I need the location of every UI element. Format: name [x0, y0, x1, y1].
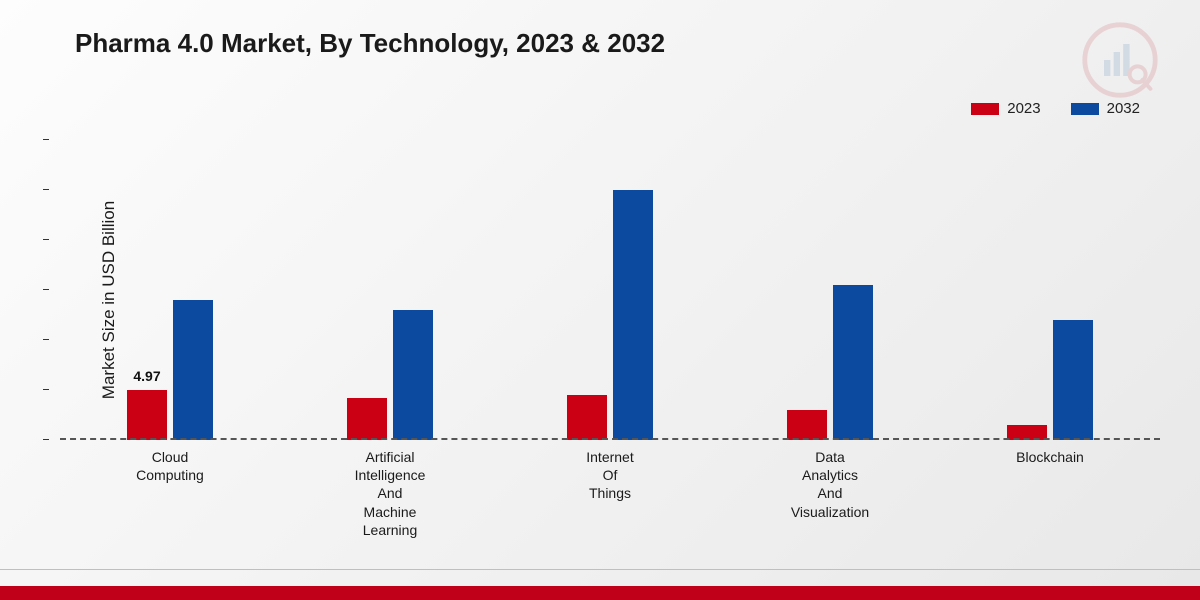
bar-2023: [787, 410, 827, 440]
bar-2023: [347, 398, 387, 440]
watermark-logo: [1080, 20, 1160, 100]
bar-2032: [173, 300, 213, 440]
bar-2032: [1053, 320, 1093, 440]
bar-groups: 4.97: [60, 140, 1160, 440]
footer-bar: [0, 586, 1200, 600]
chart-plot-area: 4.97: [60, 140, 1160, 440]
bar-value-label: 4.97: [133, 368, 160, 384]
legend-item-2023: 2023: [971, 100, 1040, 117]
legend-item-2032: 2032: [1071, 100, 1140, 117]
bar-group: [310, 140, 470, 440]
bar-2023: [567, 395, 607, 440]
bar-2032: [833, 285, 873, 440]
chart-title: Pharma 4.0 Market, By Technology, 2023 &…: [75, 28, 665, 59]
bar-group: [530, 140, 690, 440]
x-axis-category-label: DataAnalyticsAndVisualization: [750, 448, 910, 539]
legend-label-2023: 2023: [1007, 100, 1040, 117]
x-axis-labels: CloudComputing ArtificialIntelligenceAndM…: [60, 448, 1160, 539]
x-axis-category-label: InternetOfThings: [530, 448, 690, 539]
bar-group: [970, 140, 1130, 440]
legend-swatch-2032: [1071, 103, 1099, 115]
legend-swatch-2023: [971, 103, 999, 115]
x-axis-category-label: ArtificialIntelligenceAndMachineLearning: [310, 448, 470, 539]
x-axis-category-label: CloudComputing: [90, 448, 250, 539]
chart-baseline: [60, 438, 1160, 440]
chart-legend: 2023 2032: [971, 100, 1140, 117]
x-axis-category-label: Blockchain: [970, 448, 1130, 539]
legend-label-2032: 2032: [1107, 100, 1140, 117]
footer-divider: [0, 569, 1200, 570]
bar-2023: 4.97: [127, 390, 167, 440]
bar-group: [750, 140, 910, 440]
bar-group: 4.97: [90, 140, 250, 440]
bar-2032: [393, 310, 433, 440]
bar-2032: [613, 190, 653, 440]
